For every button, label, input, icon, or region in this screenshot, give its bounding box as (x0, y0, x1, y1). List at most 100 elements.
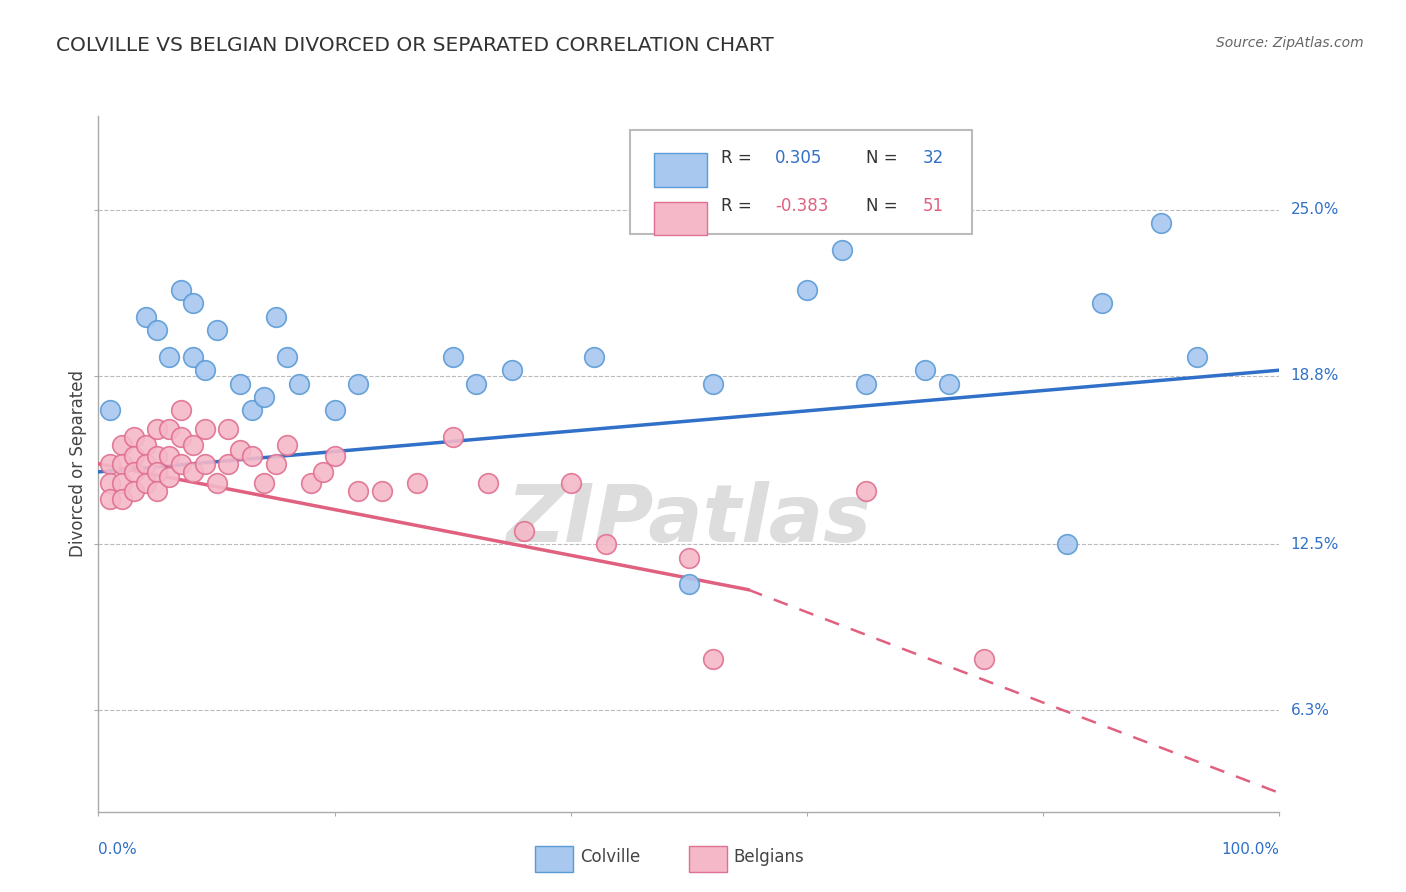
Y-axis label: Divorced or Separated: Divorced or Separated (69, 370, 87, 558)
Point (111, 438, 134, 452)
Point (560, 475, 582, 490)
Point (98, 475, 121, 490)
Point (938, 376, 960, 391)
Point (855, 483, 877, 498)
Point (441, 350, 464, 364)
Point (170, 283, 193, 297)
Point (170, 430, 193, 444)
Point (135, 310, 157, 324)
Point (702, 652, 724, 666)
Point (146, 483, 169, 498)
Text: R =: R = (721, 197, 756, 215)
Point (1185, 350, 1208, 364)
Point (276, 350, 298, 364)
Point (205, 323, 228, 337)
Point (312, 465, 335, 479)
Point (181, 465, 204, 479)
Point (135, 475, 157, 490)
Point (157, 422, 180, 436)
Point (973, 652, 995, 666)
Point (98, 457, 121, 471)
Bar (689, 846, 727, 872)
Point (157, 449, 180, 463)
Point (914, 363, 936, 377)
Point (1091, 296, 1114, 310)
Point (111, 491, 134, 506)
Point (205, 475, 228, 490)
Point (122, 430, 145, 444)
Point (135, 438, 157, 452)
Point (406, 475, 429, 490)
Point (194, 422, 217, 436)
Text: 12.5%: 12.5% (1291, 537, 1339, 551)
Point (253, 475, 276, 490)
Point (678, 577, 700, 591)
Point (217, 422, 239, 436)
Text: ZIPatlas: ZIPatlas (506, 481, 872, 558)
Point (465, 376, 488, 391)
Point (146, 422, 169, 436)
Text: N =: N = (866, 149, 903, 167)
Point (111, 457, 134, 471)
Point (217, 457, 239, 471)
Point (323, 403, 346, 417)
Point (170, 403, 193, 417)
Bar (654, 202, 707, 235)
Bar (654, 153, 707, 186)
Text: N =: N = (866, 197, 903, 215)
Text: 18.8%: 18.8% (1291, 368, 1339, 383)
Point (702, 376, 724, 391)
Point (276, 438, 298, 452)
Text: COLVILLE VS BELGIAN DIVORCED OR SEPARATED CORRELATION CHART: COLVILLE VS BELGIAN DIVORCED OR SEPARATE… (56, 36, 773, 54)
Point (1056, 537, 1078, 551)
Point (181, 438, 204, 452)
Point (122, 465, 145, 479)
Point (157, 350, 180, 364)
Point (264, 310, 287, 324)
Point (477, 475, 499, 490)
Text: 32: 32 (922, 149, 943, 167)
Point (253, 390, 276, 404)
Point (796, 283, 818, 297)
Point (371, 483, 394, 498)
Point (122, 449, 145, 463)
Point (1150, 216, 1173, 230)
Text: -0.383: -0.383 (775, 197, 828, 215)
Point (98, 491, 121, 506)
Text: Belgians: Belgians (734, 848, 804, 866)
Point (347, 483, 370, 498)
Point (146, 323, 169, 337)
Point (678, 550, 700, 565)
Point (170, 457, 193, 471)
Point (194, 457, 217, 471)
Point (111, 475, 134, 490)
Text: 25.0%: 25.0% (1291, 202, 1339, 217)
Text: 0.0%: 0.0% (98, 842, 138, 857)
Point (831, 243, 853, 257)
Point (299, 475, 322, 490)
Text: Source: ZipAtlas.com: Source: ZipAtlas.com (1216, 36, 1364, 50)
Point (181, 296, 204, 310)
Point (240, 403, 263, 417)
Point (855, 376, 877, 391)
Point (441, 430, 464, 444)
Point (229, 443, 252, 458)
Point (135, 457, 157, 471)
Point (240, 449, 263, 463)
Point (181, 350, 204, 364)
Point (264, 457, 287, 471)
Point (323, 449, 346, 463)
Point (512, 524, 534, 538)
Point (194, 363, 217, 377)
Bar (536, 846, 574, 872)
Point (146, 465, 169, 479)
Point (98, 403, 121, 417)
Text: 51: 51 (922, 197, 943, 215)
Text: R =: R = (721, 149, 756, 167)
Point (229, 376, 252, 391)
Point (146, 449, 169, 463)
Point (583, 350, 606, 364)
Point (347, 376, 370, 391)
Text: 100.0%: 100.0% (1222, 842, 1279, 857)
Point (501, 363, 523, 377)
